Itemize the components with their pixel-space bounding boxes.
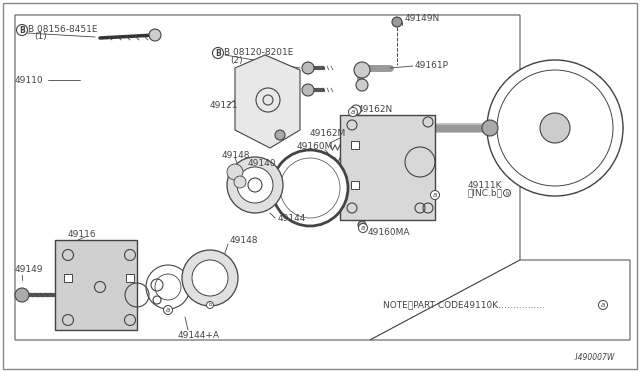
Bar [55,240,137,330]
Circle shape [302,84,314,96]
Bar [351,141,359,149]
Text: a: a [361,225,365,231]
Text: 49161P: 49161P [415,61,449,70]
Bar [340,115,435,220]
Circle shape [431,190,440,199]
Circle shape [227,164,243,180]
Circle shape [482,120,498,136]
Circle shape [234,176,246,188]
Circle shape [302,62,314,74]
Text: (1): (1) [34,32,47,41]
Circle shape [354,62,370,78]
Text: 49160M: 49160M [297,141,333,151]
Circle shape [237,167,273,203]
Text: 49160MA: 49160MA [368,228,410,237]
Circle shape [358,221,366,229]
Text: 49144+A: 49144+A [178,330,220,340]
Circle shape [487,60,623,196]
Circle shape [227,157,283,213]
Text: a: a [601,302,605,308]
Circle shape [15,288,29,302]
Text: 49149N: 49149N [405,13,440,22]
Circle shape [275,130,285,140]
Text: a: a [166,307,170,313]
Text: 49144: 49144 [278,214,307,222]
Circle shape [504,189,511,196]
Polygon shape [235,55,300,148]
Circle shape [207,301,214,308]
Circle shape [163,305,173,314]
Text: 〈INC.b〉: 〈INC.b〉 [467,189,502,198]
Text: b: b [505,190,509,196]
Circle shape [192,260,228,296]
Text: (2): (2) [230,56,243,65]
Text: 49148: 49148 [230,235,259,244]
Circle shape [149,29,161,41]
Text: B 08120-8201E: B 08120-8201E [224,48,293,57]
Text: 49110: 49110 [15,76,44,84]
Circle shape [349,108,358,116]
Text: 49149: 49149 [15,266,44,275]
Circle shape [280,158,340,218]
Circle shape [540,113,570,143]
Text: B: B [19,26,25,35]
Circle shape [497,70,613,186]
Text: a: a [433,192,437,198]
Polygon shape [370,260,630,340]
Circle shape [155,274,181,300]
Text: 49140: 49140 [248,158,276,167]
Bar [351,181,359,189]
Circle shape [392,17,402,27]
Text: 49111K: 49111K [468,180,502,189]
Bar [64,274,72,282]
Circle shape [356,79,368,91]
Circle shape [212,48,223,58]
Circle shape [358,224,367,232]
Text: NOTE、PART CODE49110K‥‥‥‥‥‥‥‥: NOTE、PART CODE49110K‥‥‥‥‥‥‥‥ [383,301,545,310]
Text: b: b [208,302,212,308]
Circle shape [598,301,607,310]
Circle shape [182,250,238,306]
Text: 49121: 49121 [210,100,239,109]
Text: 49162N: 49162N [358,105,393,113]
Circle shape [146,265,190,309]
Bar [126,274,134,282]
Circle shape [272,150,348,226]
Circle shape [351,105,361,115]
Text: B: B [215,48,221,58]
Text: 49148: 49148 [222,151,250,160]
Text: B 08156-8451E: B 08156-8451E [28,25,97,34]
Circle shape [17,25,28,35]
Text: .I490007W: .I490007W [573,353,615,362]
Text: 49162M: 49162M [310,128,346,138]
Polygon shape [15,15,520,340]
Text: a: a [351,109,355,115]
Text: 49116: 49116 [68,230,97,238]
